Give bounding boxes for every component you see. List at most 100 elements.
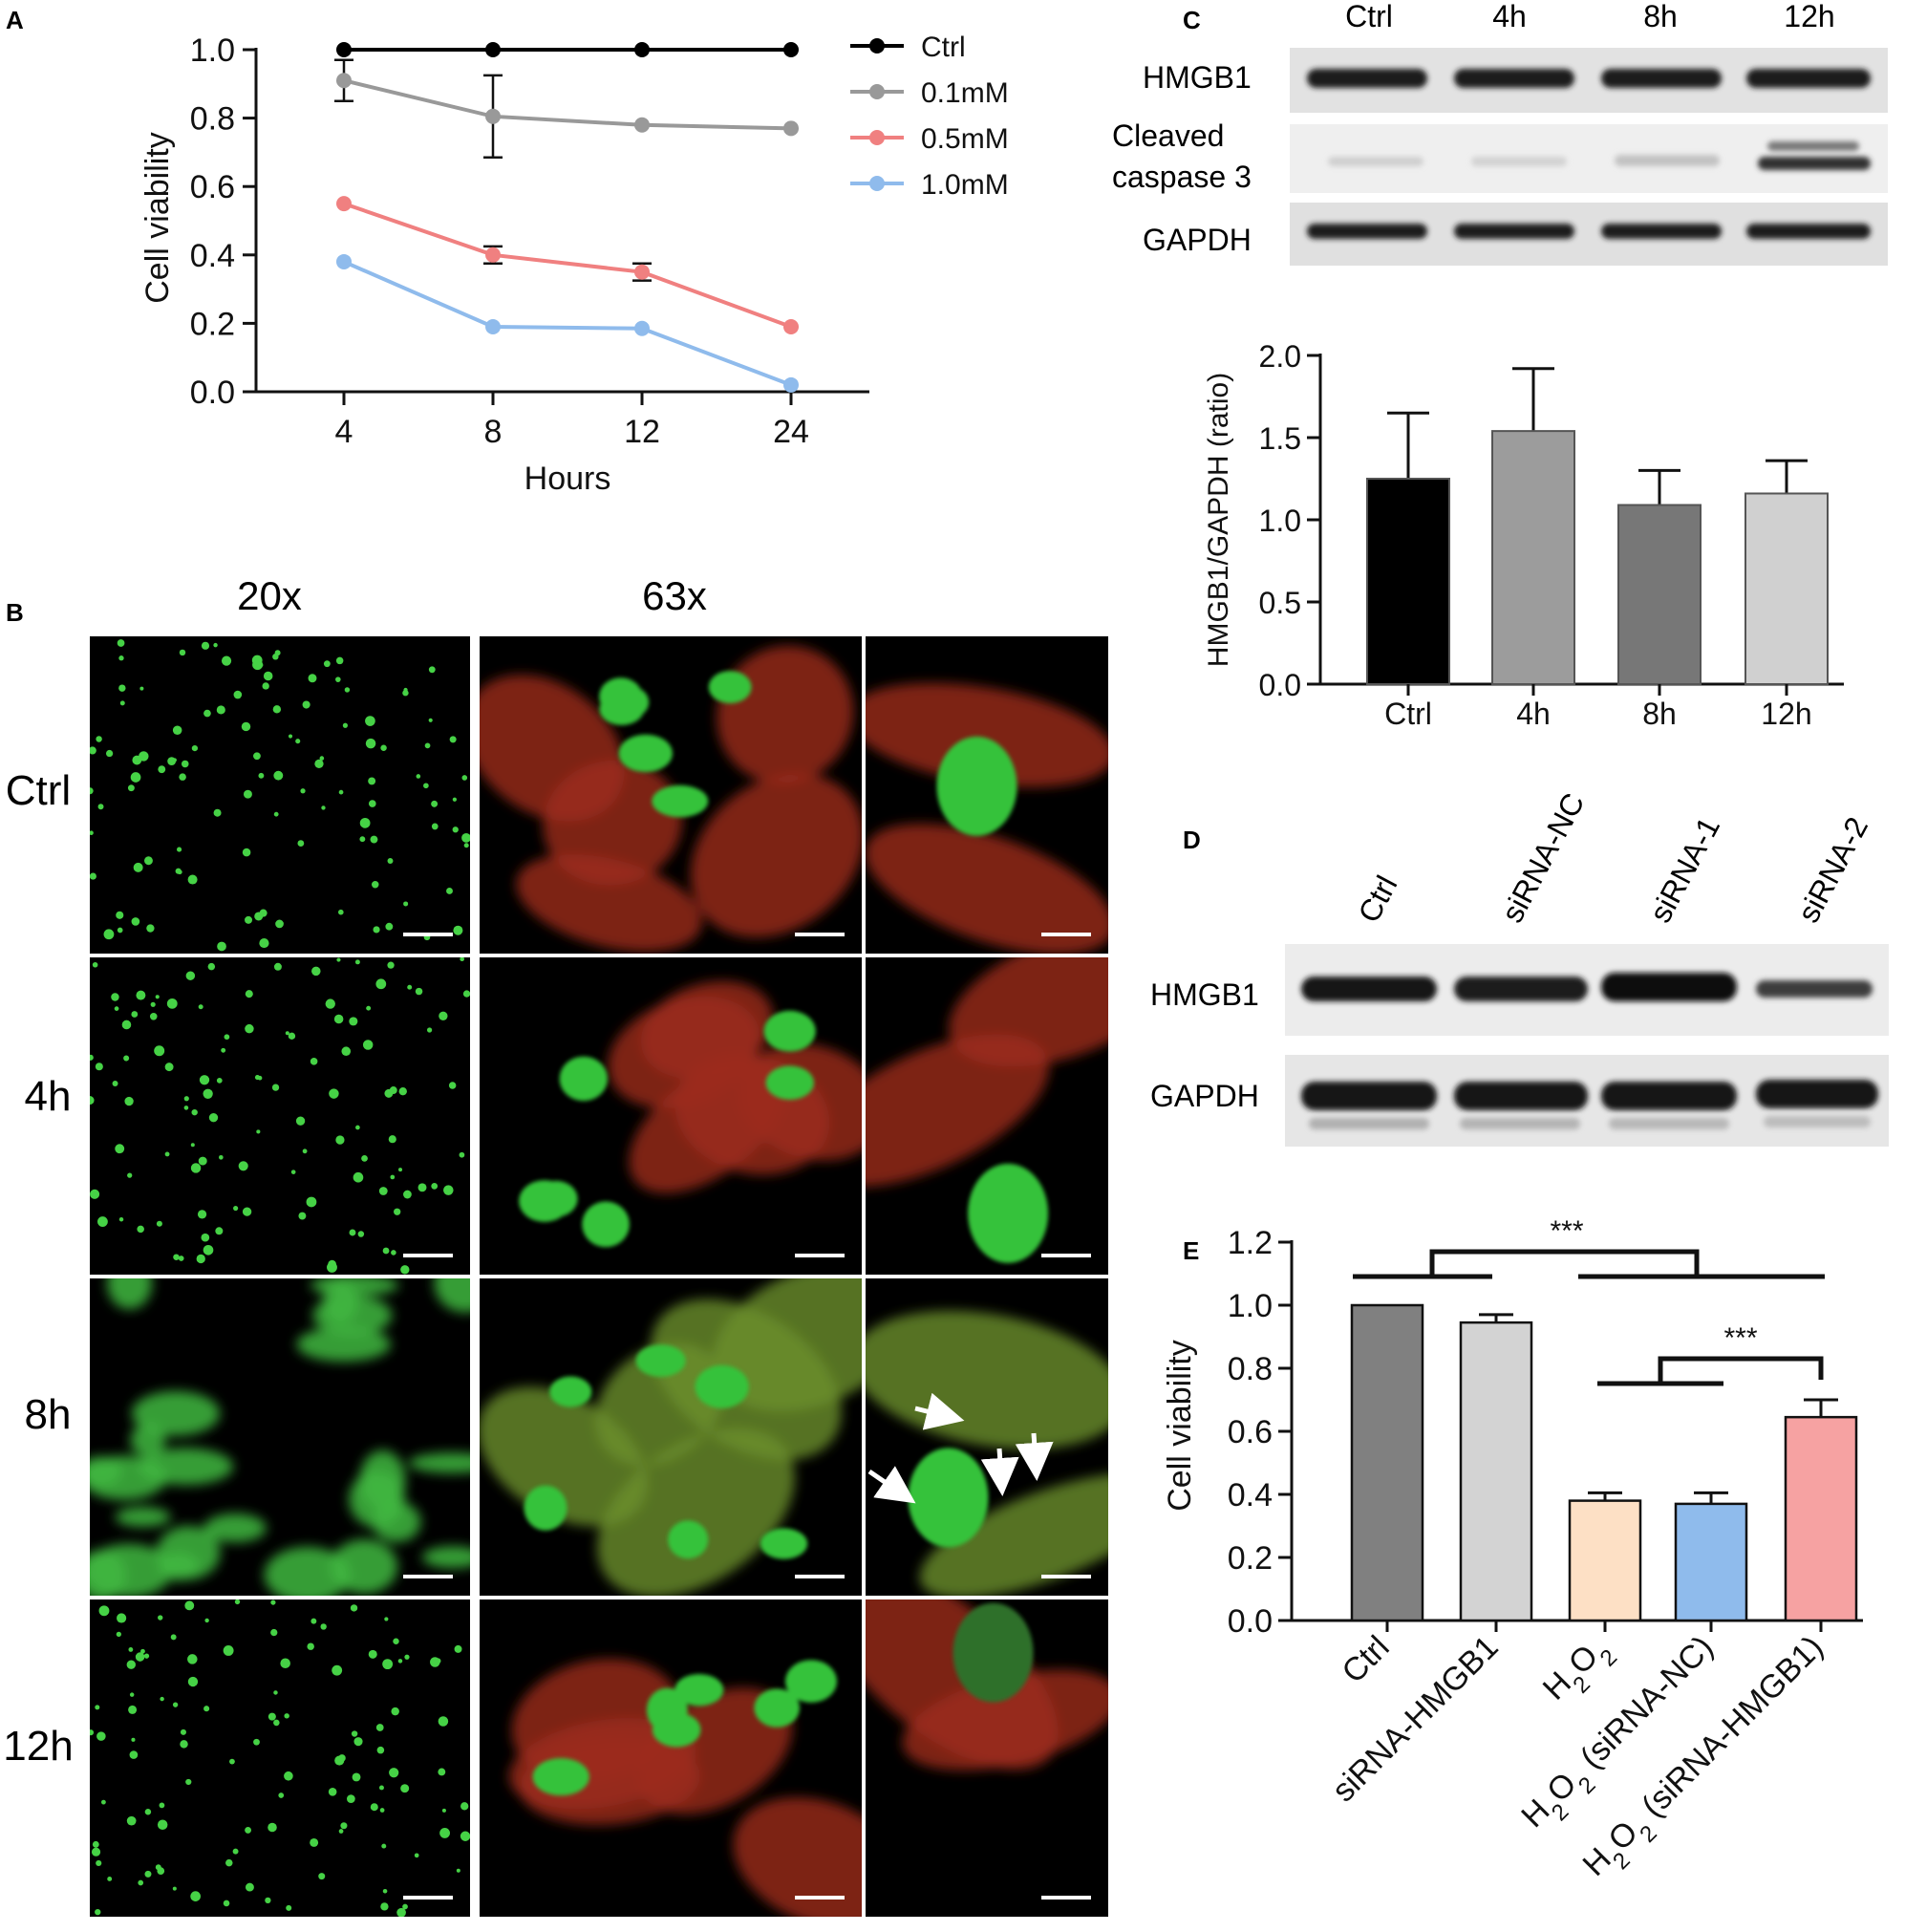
cell-dot xyxy=(424,742,431,749)
microscopy-content xyxy=(866,1599,1108,1771)
microscopy-image xyxy=(90,1599,470,1917)
cell-dot xyxy=(157,1867,165,1875)
chart-e-label-part: H xyxy=(1575,1841,1617,1883)
microscopy-content xyxy=(90,957,470,1275)
microscopy-image xyxy=(480,957,862,1275)
microscopy-image xyxy=(90,1278,470,1596)
chart-a-data-point xyxy=(634,320,650,336)
cell-dot xyxy=(181,760,189,768)
chart-a-x-tick-label: 8 xyxy=(484,414,503,450)
cell-dot xyxy=(382,1247,390,1255)
cell-dot xyxy=(187,874,198,885)
chart-a-data-point xyxy=(336,42,352,57)
cell-dot xyxy=(187,1654,198,1664)
cell-dot xyxy=(117,927,123,934)
blot-c-label-gapdh: GAPDH xyxy=(1143,223,1252,257)
cell-dot xyxy=(349,1229,356,1236)
western-blot-c: Ctrl 4h 8h 12h HMGB1 Cleaved caspase 3 G… xyxy=(1112,0,1888,266)
cell-dot xyxy=(178,1256,184,1261)
microscopy-content xyxy=(480,645,862,952)
cell-dot xyxy=(449,736,457,743)
blot-d-label-gapdh: GAPDH xyxy=(1150,1079,1259,1113)
cell-dot xyxy=(460,957,464,962)
chart-e-label-part: O xyxy=(1562,1638,1606,1682)
nucleus xyxy=(674,1674,724,1707)
blot-c-band xyxy=(1307,224,1427,239)
cell-dot xyxy=(402,1903,408,1910)
cell-dot xyxy=(95,1908,101,1916)
cell-dot xyxy=(160,1696,164,1702)
cell-dot xyxy=(208,1113,219,1123)
chart-e-bar xyxy=(1568,1499,1642,1622)
cell-dot xyxy=(295,739,301,744)
nucleus xyxy=(668,1520,709,1559)
microscopy-image xyxy=(866,1599,1108,1917)
cell-dot xyxy=(288,1032,296,1041)
cell-dot xyxy=(183,1096,189,1102)
cell-dot xyxy=(128,1705,138,1714)
cell-dot xyxy=(256,1129,261,1134)
chart-e-x-tick-label: Ctrl xyxy=(1335,1629,1396,1690)
microscopy-content xyxy=(866,1310,1108,1596)
cell-dot xyxy=(426,1027,433,1033)
cell-dot xyxy=(179,773,186,781)
nuclei xyxy=(968,1163,1049,1263)
cell-dot xyxy=(273,770,284,781)
cell-dot xyxy=(335,656,344,665)
cell-dot xyxy=(213,808,222,817)
cell-dot xyxy=(378,1187,388,1195)
microscopy-image xyxy=(480,636,862,954)
nucleus xyxy=(760,1528,808,1559)
cell-dot xyxy=(241,721,251,732)
apoptosis-arrow xyxy=(914,1392,965,1430)
cell-dot xyxy=(140,1648,145,1654)
panel-label-a: A xyxy=(6,6,24,34)
cell-dot xyxy=(398,1168,403,1172)
cell-dot xyxy=(216,705,225,715)
chart-c-x-tick-label: 8h xyxy=(1642,697,1677,731)
cell-dot xyxy=(359,836,366,843)
chart-a-x-axis-label: Hours xyxy=(524,461,611,497)
cell-dot xyxy=(258,772,265,779)
cytoskeleton xyxy=(480,645,862,952)
cell-dot xyxy=(143,1653,150,1659)
cell-dot xyxy=(129,1692,135,1697)
cell-dot xyxy=(225,1858,233,1867)
cell-dot xyxy=(224,1034,230,1041)
cell-body xyxy=(717,645,854,784)
cell-dot xyxy=(116,911,124,919)
cell-dot xyxy=(233,690,243,699)
cell-dot xyxy=(375,978,387,990)
cell-dot xyxy=(385,922,394,931)
cell-dot xyxy=(190,1163,202,1173)
cell-dot xyxy=(170,1634,177,1641)
cell-dot xyxy=(90,1054,94,1061)
chart-a-data-point xyxy=(336,196,352,212)
cell-dot xyxy=(365,738,376,749)
cell-blob xyxy=(160,1552,199,1581)
chart-e-bar xyxy=(1350,1303,1424,1622)
chart-c-y-tick-label: 0.0 xyxy=(1259,668,1301,702)
cell-dot xyxy=(365,716,375,726)
cell-dot xyxy=(198,1004,203,1010)
chart-c-bar xyxy=(1491,430,1575,685)
chart-e-label-part: H xyxy=(1514,1792,1556,1835)
chart-e-y-tick-label: 0.4 xyxy=(1228,1477,1273,1513)
cell-dot xyxy=(387,858,394,864)
cell-blob xyxy=(264,1546,351,1596)
nucleus xyxy=(646,1687,688,1732)
cell-dot xyxy=(201,1233,210,1242)
cell-dot xyxy=(359,817,371,828)
cell-dot xyxy=(338,1829,344,1834)
chart-a-data-point xyxy=(485,318,501,334)
microscopy-content xyxy=(90,639,470,952)
cell-dot xyxy=(136,990,146,1000)
cell-dot xyxy=(219,1154,224,1160)
cell-dot xyxy=(133,862,143,872)
cell-dot xyxy=(435,1658,441,1664)
cell-dot xyxy=(328,1787,337,1796)
cell-dot xyxy=(166,998,178,1009)
cell-dot xyxy=(96,1731,106,1741)
cell-dot xyxy=(340,1822,348,1830)
